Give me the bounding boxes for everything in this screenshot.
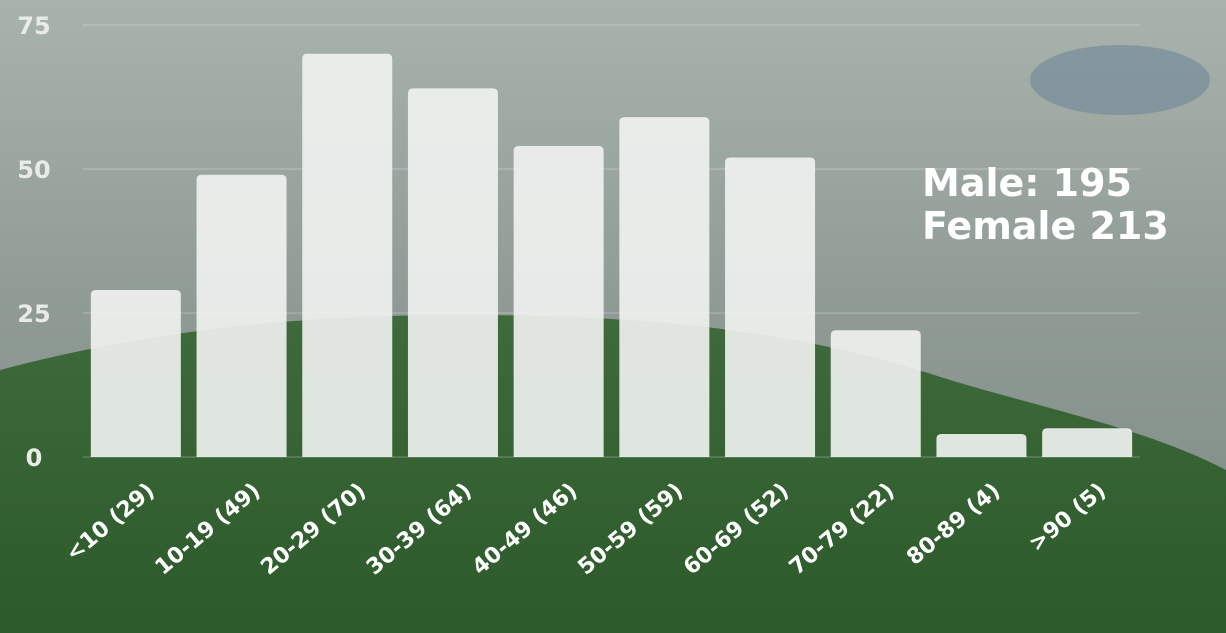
background-cloud [1030,45,1210,115]
y-tick-label: 25 [17,300,50,328]
bar [725,157,816,458]
y-tick-label: 0 [26,444,43,472]
bar [407,88,498,458]
annotation: Male: 195 [922,161,1132,205]
bar [90,289,181,457]
bar [302,53,393,458]
y-tick-label: 50 [17,156,50,184]
bar [936,433,1027,457]
bar [196,174,287,457]
bar [1042,428,1133,457]
annotation: Female 213 [922,204,1169,248]
bar [619,117,710,457]
y-tick-label: 75 [17,12,50,40]
bar [513,145,604,457]
bar [830,330,921,457]
